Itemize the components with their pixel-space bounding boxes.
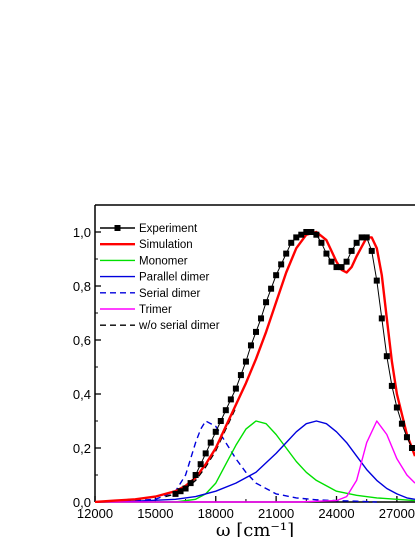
experiment-point bbox=[273, 272, 280, 279]
ticks: 0,0 0,2 0,4 0,6 0,8 1,0 12000 15000 18000 21000 24… bbox=[73, 204, 415, 521]
legend-label-simulation: Simulation bbox=[139, 239, 193, 251]
legend: Experiment Simulation Monomer Parallel dime… bbox=[100, 223, 220, 332]
y-tick-label: 0,0 bbox=[73, 495, 91, 510]
legend-marker bbox=[114, 225, 121, 231]
experiment-point bbox=[212, 428, 219, 435]
x-tick-label: 12000 bbox=[77, 506, 113, 521]
experiment-point bbox=[258, 315, 265, 322]
y-tick-label: 0,6 bbox=[73, 333, 91, 348]
experiment-point bbox=[182, 485, 189, 492]
experiment-point bbox=[202, 450, 209, 457]
experiment-point bbox=[217, 418, 224, 424]
experiment-point bbox=[373, 277, 380, 284]
y-tick-label: 0,8 bbox=[73, 279, 91, 294]
y-tick-label: 1,0 bbox=[73, 225, 91, 240]
series-trimer-line bbox=[95, 420, 415, 503]
experiment-point bbox=[237, 372, 244, 379]
plot-curves bbox=[95, 229, 415, 503]
experiment-point bbox=[242, 358, 249, 365]
x-tick-label: 27000 bbox=[379, 506, 415, 521]
experiment-point bbox=[308, 229, 315, 235]
series-monomer-line bbox=[95, 420, 415, 503]
x-tick-label: 21000 bbox=[258, 506, 294, 521]
legend-label-serial-dimer: Serial dimer bbox=[139, 288, 201, 300]
experiment-point bbox=[318, 239, 325, 246]
experiment-point bbox=[353, 239, 360, 246]
experiment-point bbox=[398, 420, 405, 427]
experiment-point bbox=[408, 445, 415, 451]
x-tick-label: 18000 bbox=[198, 506, 234, 521]
y-tick-label: 0,2 bbox=[73, 441, 91, 456]
x-axis-title: ω [cm⁻¹] bbox=[216, 520, 294, 537]
experiment-point bbox=[358, 234, 365, 241]
legend-label-monomer: Monomer bbox=[139, 255, 188, 267]
legend-label-w-o-serial-dimer: w/o serial dimer bbox=[138, 320, 220, 332]
experiment-point bbox=[368, 247, 375, 254]
experiment-point bbox=[263, 299, 270, 306]
experiment-point bbox=[343, 258, 350, 265]
experiment-point bbox=[227, 396, 234, 403]
experiment-point bbox=[232, 385, 239, 392]
experiment-point bbox=[293, 234, 300, 241]
legend-label-experiment: Experiment bbox=[139, 223, 198, 235]
legend-label-parallel-dimer: Parallel dimer bbox=[139, 272, 209, 284]
legend-label-trimer: Trimer bbox=[139, 304, 172, 316]
experiment-point bbox=[222, 407, 229, 414]
experiment-point bbox=[207, 439, 214, 446]
experiment-point bbox=[283, 250, 290, 257]
experiment-point bbox=[172, 490, 179, 497]
experiment-point bbox=[278, 261, 285, 268]
experiment-point bbox=[197, 461, 204, 468]
experiment-point bbox=[403, 434, 410, 441]
experiment-point bbox=[328, 258, 335, 265]
experiment-point bbox=[247, 342, 254, 349]
experiment-point bbox=[378, 315, 385, 322]
y-tick-label: 0,4 bbox=[73, 387, 91, 402]
experiment-point bbox=[323, 250, 330, 257]
experiment-point bbox=[363, 234, 370, 241]
x-tick-label: 15000 bbox=[137, 506, 173, 521]
experiment-point bbox=[348, 247, 355, 254]
experiment-point bbox=[393, 404, 400, 411]
experiment-point bbox=[333, 264, 340, 271]
series-simulation-line bbox=[95, 230, 415, 503]
experiment-point bbox=[177, 488, 184, 495]
experiment-point bbox=[187, 480, 194, 487]
x-tick-label: 24000 bbox=[318, 506, 354, 521]
experiment-point bbox=[268, 285, 275, 292]
series-w-o-serial-dimer-line bbox=[165, 407, 237, 498]
experiment-point bbox=[288, 239, 295, 246]
experiment-point bbox=[338, 264, 345, 271]
experiment-point bbox=[383, 353, 390, 360]
experiment-point bbox=[303, 229, 310, 235]
experiment-point bbox=[298, 231, 305, 238]
experiment-point bbox=[253, 328, 260, 335]
experiment-point bbox=[192, 472, 199, 478]
experiment-point bbox=[313, 231, 320, 238]
series-parallel-dimer-line bbox=[95, 420, 415, 503]
experiment-point bbox=[388, 382, 395, 389]
